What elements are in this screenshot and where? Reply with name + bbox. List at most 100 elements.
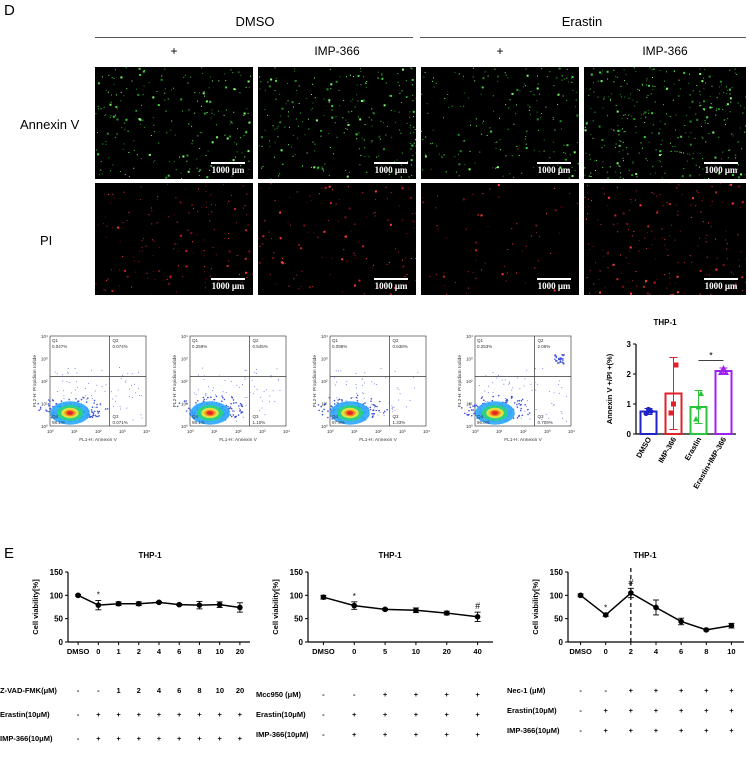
flow-event [356, 392, 358, 394]
flow-event [565, 395, 567, 397]
treatment-cell: - [76, 686, 80, 695]
quadrant-label: Q2 [393, 338, 400, 343]
flow-event [372, 413, 375, 415]
flow-event [117, 389, 119, 391]
flow-event [375, 409, 377, 412]
flow-event [93, 399, 96, 402]
flow-event [92, 412, 95, 415]
flow-event [476, 405, 479, 408]
flow-event [240, 405, 243, 407]
flow-event [317, 404, 320, 406]
flow-event [197, 400, 199, 402]
treatment-row-label: Z-VAD-FMK(μM) [0, 686, 57, 695]
flow-event [492, 382, 494, 384]
x-tick-label: Erastin [683, 435, 704, 462]
fluorescence-dots [421, 67, 579, 179]
flow-event [91, 395, 93, 397]
flow-event [233, 402, 235, 404]
micrograph-pi-3: 1000 μm [421, 183, 579, 295]
flow-event [379, 410, 381, 412]
treatment-cell: + [197, 734, 202, 743]
flow-event [62, 380, 64, 382]
quadrant-label: 0.253% [477, 344, 492, 349]
x-tick-label: 10⁴ [283, 429, 290, 434]
data-point [237, 604, 243, 611]
scale-bar-label: 1000 μm [211, 165, 245, 175]
treatment-cell: + [382, 710, 388, 719]
flow-event [188, 407, 190, 410]
flow-event [269, 401, 270, 403]
x-tick-label: 10 [727, 647, 735, 656]
flow-event [104, 390, 106, 392]
flow-event [516, 417, 519, 419]
flow-event [238, 405, 240, 407]
treatment-cell: 8 [197, 686, 202, 695]
treatment-cell: + [197, 710, 202, 719]
data-point [351, 602, 358, 609]
row-label-annexin: Annexin V [20, 117, 80, 132]
flow-event [254, 372, 256, 374]
flow-event [521, 414, 524, 417]
flow-event [229, 407, 231, 410]
treatment-row-label: IMP-366(10μM) [507, 726, 560, 735]
flow-event [376, 405, 378, 408]
data-point [673, 362, 679, 368]
flow-event [232, 410, 234, 412]
flow-event [555, 355, 558, 358]
treatment-cell: + [352, 710, 357, 719]
flow-event [487, 401, 489, 403]
scale-bar: 1000 μm [374, 162, 408, 175]
flow-event [521, 398, 524, 401]
treatment-cell: + [704, 686, 709, 695]
flow-x-axis-label: FL1-H: Annexin V [504, 437, 542, 443]
flow-event [90, 369, 92, 371]
flow-event [141, 395, 143, 397]
micrograph-pi-2: 1000 μm [258, 183, 416, 295]
flow-event [526, 369, 528, 371]
flow-event [398, 399, 399, 401]
flow-event [75, 398, 77, 400]
flow-event [516, 403, 518, 406]
flow-event [92, 411, 94, 413]
quadrant-label: 0.098% [332, 344, 347, 349]
flow-event [363, 393, 365, 394]
flow-event [238, 386, 240, 388]
treatment-cell: + [704, 726, 709, 735]
flow-event [470, 409, 473, 411]
treatment-cell: + [729, 706, 734, 715]
flow-event [204, 393, 206, 395]
y-tick-label: 2 [627, 370, 632, 379]
x-tick-label: 1 [116, 647, 120, 656]
flow-event [554, 358, 556, 360]
flow-event [520, 407, 522, 410]
flow-event [242, 416, 244, 418]
flow-event [119, 367, 120, 368]
flow-event [270, 376, 272, 378]
x-tick-label: 10³ [544, 429, 551, 434]
y-tick-label: 0 [299, 638, 304, 647]
data-point [723, 369, 729, 375]
micrograph-annexin-1: 1000 μm [95, 67, 253, 179]
flow-event [242, 384, 243, 385]
flow-event [63, 397, 65, 399]
x-tick-label: 10⁰ [327, 429, 334, 434]
flow-event [254, 386, 255, 388]
flow-event [561, 361, 563, 363]
treatment-cell: + [136, 734, 141, 743]
flow-event [555, 356, 557, 359]
significance-mark: * [353, 592, 356, 601]
column-label-4: IMP-366 [642, 44, 688, 58]
flow-event [239, 410, 241, 412]
flow-event [47, 399, 50, 401]
flow-event [183, 400, 186, 402]
scale-bar: 1000 μm [211, 162, 245, 175]
flow-event [392, 408, 393, 410]
flow-event [279, 389, 281, 391]
flow-event [195, 394, 197, 395]
flow-event [93, 402, 95, 404]
treatment-row-label: IMP-366(10μM) [0, 734, 53, 743]
x-tick-label: 10⁰ [47, 429, 54, 434]
flow-event [74, 368, 76, 369]
flow-event [473, 412, 475, 415]
flow-event [483, 399, 485, 401]
